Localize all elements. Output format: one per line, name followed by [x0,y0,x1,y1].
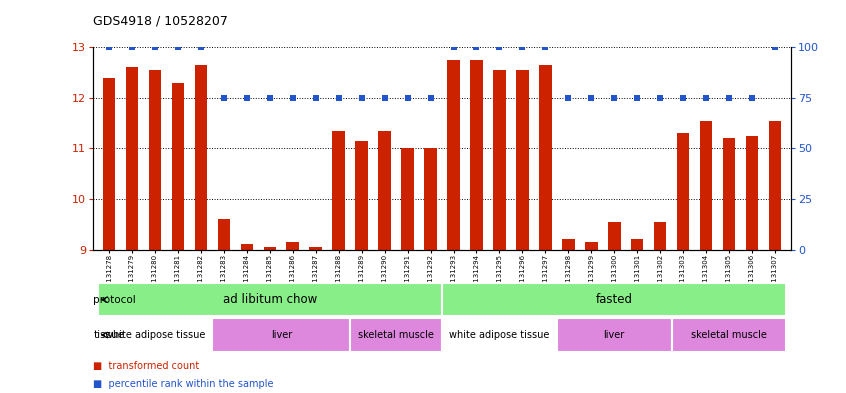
Text: tissue: tissue [93,330,124,340]
Bar [424,148,437,250]
Bar [677,133,689,250]
Point [722,95,736,101]
Bar [264,247,276,250]
Point [630,95,644,101]
Bar [722,138,735,250]
Bar [631,239,644,250]
Bar [442,318,557,352]
Text: ■  transformed count: ■ transformed count [93,362,200,371]
Bar [350,318,442,352]
Bar [608,222,620,250]
Text: white adipose tissue: white adipose tissue [449,330,550,340]
Bar [539,65,552,250]
Bar [745,136,758,250]
Bar [332,130,345,250]
Point [700,95,713,101]
Point [125,44,139,50]
Text: skeletal muscle: skeletal muscle [358,330,434,340]
Bar [287,242,299,250]
Bar [654,222,667,250]
Point [492,44,506,50]
Point [768,44,782,50]
Text: protocol: protocol [93,295,136,305]
Point [607,95,621,101]
Point [217,95,231,101]
Bar [470,60,483,250]
Bar [240,244,253,250]
Bar [493,70,506,250]
Bar [310,247,322,250]
Point [562,95,575,101]
Text: fasted: fasted [596,293,633,306]
Bar [149,70,162,250]
Bar [769,121,781,250]
Point [745,95,759,101]
Bar [212,318,350,352]
Text: ■  percentile rank within the sample: ■ percentile rank within the sample [93,379,273,389]
Bar [172,83,184,250]
Point [378,95,392,101]
Point [676,95,689,101]
Point [286,95,299,101]
Point [355,95,369,101]
Point [653,95,667,101]
Point [424,95,437,101]
Point [515,44,529,50]
Text: skeletal muscle: skeletal muscle [691,330,767,340]
Bar [103,77,115,250]
Point [195,44,208,50]
Point [171,44,184,50]
Bar [217,219,230,250]
Bar [401,148,414,250]
Point [447,44,460,50]
Text: ad libitum chow: ad libitum chow [222,293,317,306]
Bar [195,65,207,250]
Bar [448,60,460,250]
Bar [378,130,391,250]
Point [148,44,162,50]
Point [309,95,322,101]
Bar [516,70,529,250]
Point [470,44,483,50]
Bar [672,318,787,352]
Point [332,95,345,101]
Point [401,95,415,101]
Bar [126,68,139,250]
Point [240,95,254,101]
Bar [97,283,442,316]
Bar [355,141,368,250]
Point [263,95,277,101]
Bar [562,239,574,250]
Text: liver: liver [603,330,625,340]
Point [102,44,116,50]
Bar [97,318,212,352]
Point [539,44,552,50]
Bar [557,318,672,352]
Bar [700,121,712,250]
Text: white adipose tissue: white adipose tissue [105,330,206,340]
Bar [442,283,787,316]
Text: liver: liver [271,330,292,340]
Text: GDS4918 / 10528207: GDS4918 / 10528207 [93,15,228,28]
Bar [585,242,597,250]
Point [585,95,598,101]
